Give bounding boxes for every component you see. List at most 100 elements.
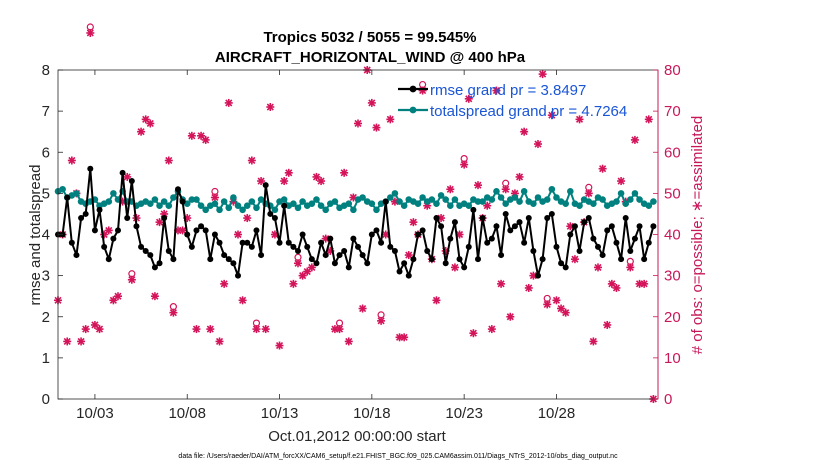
rmse-point [115,227,121,234]
obs-point [150,292,159,301]
totalspread-point [447,202,454,210]
totalspread-point [110,190,117,197]
rmse-point [433,215,440,222]
rmse-point [198,223,205,230]
y2-tick-label: 50 [664,185,681,202]
obs-possible-marker [419,80,427,89]
obs-point [95,325,104,334]
obs-point [409,218,418,227]
rmse-point [211,231,218,238]
totalspread-point [197,202,205,210]
totalspread-point [493,188,500,195]
rmse-point [133,223,140,230]
rmse-point [290,243,297,250]
obs-possible-marker [335,319,344,327]
rmse-point [276,239,283,246]
totalspread-point [308,200,316,207]
rmse-point [331,260,338,267]
rmse-point [248,243,255,250]
rmse-point [165,247,172,254]
obs-point [469,329,478,338]
rmse-point [188,243,195,250]
totalspread-point [345,200,353,207]
totalspread-point [428,196,436,203]
rmse-point [613,239,620,246]
totalspread-point [387,194,394,201]
rmse-point [128,178,135,185]
y-tick-label: 2 [42,309,50,326]
totalspread-point [400,202,408,210]
y2-tick-label: 0 [664,391,672,408]
obs-point [155,218,164,227]
obs-point [626,263,635,272]
x-tick-label: 10/08 [168,405,206,422]
totalspread-point [350,206,357,214]
chart-subtitle: AIRCRAFT_HORIZONTAL_WIND @ 400 hPa [215,49,526,66]
rmse-point [262,182,269,189]
rmse-point [101,243,108,250]
rmse-point [396,268,403,275]
legend: rmse grand pr = 3.8497 totalspread grand… [398,82,627,120]
obs-point [524,283,533,292]
totalspread-point [359,194,366,201]
rmse-point [299,231,306,238]
obs-point [86,28,95,37]
obs-point [137,127,146,136]
rmse-point [239,239,246,246]
rmse-point [419,227,426,234]
rmse-point [336,252,343,259]
obs-point [303,267,312,276]
totalspread-point [188,196,196,203]
rmse-point [442,260,449,267]
rmse-point [175,186,181,193]
rmse-point [636,223,643,230]
rmse-point [424,247,431,254]
rmse-point [73,252,80,259]
rmse-point [253,227,260,234]
totalspread-point [193,196,200,203]
rmse-point [267,210,274,217]
obs-point [224,98,233,107]
totalspread-point [290,200,297,207]
totalspread-point [590,200,597,207]
rmse-point [216,239,223,246]
obs-possible-marker [294,253,302,261]
obs-possible-marker [128,270,136,278]
rmse-point [595,243,601,250]
obs-point [464,94,473,103]
x-tick-label: 10/28 [538,405,576,422]
totalspread-point [202,206,209,214]
obs-point [201,135,210,144]
totalspread-line [57,187,655,212]
rmse-point [345,264,352,271]
totalspread-point [636,196,643,203]
rmse-point [544,215,551,222]
totalspread-point [151,196,159,203]
totalspread-point [650,198,657,205]
y2-tick-label: 80 [664,62,681,79]
y2-tick-label: 40 [664,227,681,244]
totalspread-point [313,196,320,203]
obs-point [432,296,441,305]
rmse-point [456,256,463,263]
obs-point [114,292,122,301]
obs-point [506,312,515,321]
x-tick-label: 10/13 [261,405,299,422]
obs-point [552,296,561,305]
rmse-point [558,260,565,267]
obs-possible-marker [460,154,468,163]
rmse-point [461,264,468,271]
rmse-point [401,260,408,267]
rmse-line [58,168,655,279]
obs-point [377,316,386,325]
totalspread-point [391,190,399,197]
obs-point [617,177,626,186]
rmse-point [207,256,214,263]
rmse-point [622,215,629,222]
totalspread-point [239,206,246,214]
totalspread-point [530,200,537,207]
totalspread-point [419,194,426,201]
rmse-point [618,256,625,263]
